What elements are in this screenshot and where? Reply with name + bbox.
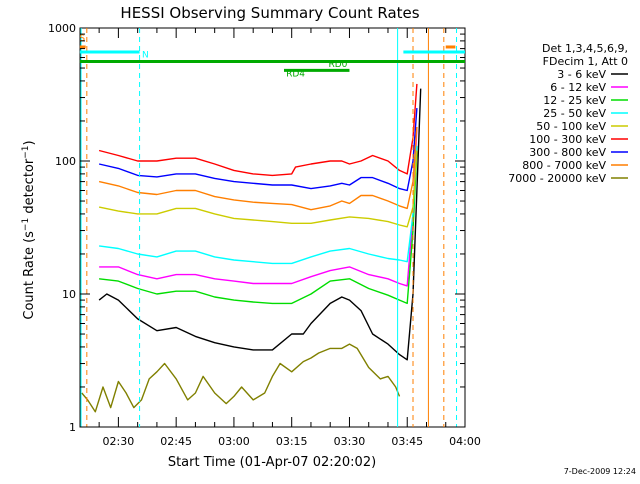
flag-label-3: RD4	[286, 70, 305, 80]
flag-label-1: N	[142, 51, 149, 61]
y-tick-label-2: 100	[55, 155, 76, 168]
legend-label-1: 6 - 12 keV	[550, 81, 606, 94]
y-axis-label: Count Rate (s−1 detector−1)	[21, 140, 37, 319]
legend-label-4: 50 - 100 keV	[536, 120, 606, 133]
x-tick-label-6: 04:00	[449, 435, 481, 448]
legend-label-8: 7000 - 20000 keV	[508, 172, 606, 185]
x-tick-label-4: 03:30	[334, 435, 366, 448]
flag-label-2: RD0	[328, 60, 347, 70]
legend-header-0: Det 1,3,4,5,6,9,	[542, 42, 628, 55]
flag-label-0: S	[79, 34, 85, 44]
series-line-4	[98, 150, 418, 228]
y-tick-label-1: 10	[62, 288, 76, 301]
y-tick-label-3: 1000	[48, 22, 76, 35]
series-line-0	[98, 88, 422, 361]
x-axis: 02:30 02:45 03:00 03:15 03:30 03:45 04:00	[98, 28, 481, 448]
x-tick-label-2: 03:00	[218, 435, 250, 448]
legend-label-0: 3 - 6 keV	[557, 68, 606, 81]
x-tick-label-0: 02:30	[103, 435, 135, 448]
legend-label-3: 25 - 50 keV	[543, 107, 606, 120]
series-line-3	[99, 145, 418, 265]
series-line-8	[81, 343, 401, 413]
legend-label-7: 800 - 7000 keV	[522, 159, 606, 172]
series-line-6	[98, 108, 418, 192]
legend: Det 1,3,4,5,6,9,FDecim 1, Att 03 - 6 keV…	[508, 42, 628, 185]
series-layer	[81, 83, 422, 413]
x-tick-label-5: 03:45	[391, 435, 423, 448]
legend-label-5: 100 - 300 keV	[529, 133, 606, 146]
x-tick-label-3: 03:15	[276, 435, 308, 448]
plot-frame	[79, 27, 466, 428]
y-axis: 1 10 100 1000	[48, 22, 465, 434]
legend-header-1: FDecim 1, Att 0	[543, 55, 628, 68]
y-tick-label-0: 1	[69, 421, 76, 434]
legend-label-6: 300 - 800 keV	[529, 146, 606, 159]
x-tick-label-1: 02:45	[160, 435, 192, 448]
series-line-5	[98, 83, 418, 177]
chart-title: HESSI Observing Summary Count Rates	[120, 4, 419, 22]
series-line-7	[98, 126, 418, 211]
footer-date: 7-Dec-2009 12:24	[564, 467, 636, 476]
x-axis-label: Start Time (01-Apr-07 02:20:02)	[168, 455, 376, 470]
legend-label-2: 12 - 25 keV	[543, 94, 606, 107]
annotation-layer: S N RD0 RD4	[79, 28, 465, 427]
series-line-2	[99, 150, 418, 305]
